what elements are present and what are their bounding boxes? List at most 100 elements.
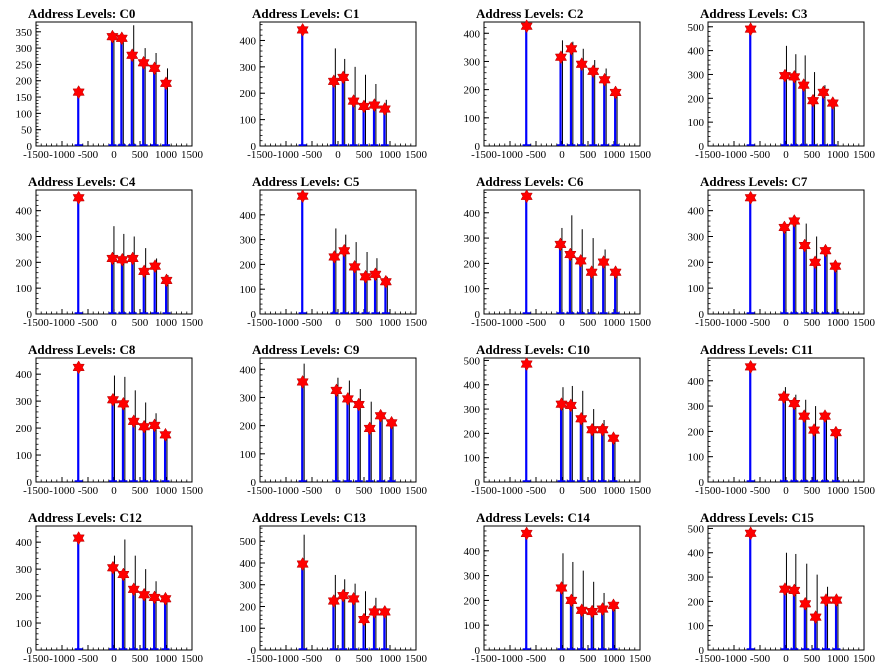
y-tick-label: 300 <box>688 232 705 244</box>
y-tick-label: 100 <box>16 450 33 462</box>
histogram-bar <box>823 416 826 482</box>
star-marker <box>554 237 567 252</box>
histogram-bar <box>614 272 617 314</box>
x-tick-label: -500 <box>302 149 323 161</box>
histogram-bar <box>383 109 386 146</box>
star-marker <box>368 98 381 113</box>
x-tick-label: -1000 <box>273 149 299 161</box>
y-tick-label: 100 <box>16 283 33 295</box>
histogram-bar <box>120 259 124 314</box>
histogram-bar <box>783 75 786 146</box>
star-marker <box>337 70 350 85</box>
plot-frame <box>259 189 417 315</box>
star-marker <box>72 360 85 375</box>
chart-panel: Address Levels: C14 0 100 200 300 400 -1500 -10… <box>448 504 672 672</box>
chart-canvas: 0 100 200 300 400 -1500 -1000 -500 0 500 1000 1500 <box>688 357 876 497</box>
histogram-bar <box>334 390 338 482</box>
x-tick-label: 500 <box>804 317 821 329</box>
y-tick-label: 200 <box>16 76 33 88</box>
y-tick-label: 400 <box>240 364 257 376</box>
star-marker <box>564 398 577 413</box>
histogram-bar <box>783 589 786 650</box>
star-marker <box>296 22 309 37</box>
histogram-bar <box>163 434 167 482</box>
star-marker <box>127 414 140 429</box>
y-tick-label: 0 <box>251 645 257 657</box>
y-tick-label: 400 <box>688 548 705 560</box>
star-marker <box>379 274 392 289</box>
y-tick-label: 0 <box>475 477 481 489</box>
x-tick-label: -1000 <box>273 317 299 329</box>
star-marker <box>148 418 161 433</box>
x-tick-label: 1000 <box>379 317 402 329</box>
y-tick-label: 400 <box>464 380 481 392</box>
y-tick-label: 0 <box>699 309 705 321</box>
histogram-bar <box>814 617 817 650</box>
star-marker <box>72 190 85 205</box>
histogram-bar <box>364 276 367 314</box>
star-marker <box>374 408 387 423</box>
histogram-bar <box>301 29 304 146</box>
star-marker <box>596 602 609 617</box>
x-tick-label: -1000 <box>273 485 299 497</box>
histogram-bar <box>579 260 582 314</box>
histogram-bar <box>153 266 156 314</box>
histogram-bar <box>831 103 834 146</box>
star-marker <box>368 604 381 619</box>
y-tick-label: 500 <box>464 355 481 367</box>
chart-canvas: 0 100 200 300 400 500 -1500 -1000 -500 0 500 1000 15… <box>688 523 876 665</box>
y-tick-label: 200 <box>464 258 481 270</box>
star-marker <box>296 374 309 389</box>
x-tick-label: 500 <box>356 149 373 161</box>
histogram-bar <box>132 421 135 482</box>
histogram-bar <box>803 245 806 314</box>
star-marker <box>296 557 309 572</box>
star-marker <box>809 610 822 625</box>
x-tick-label: 500 <box>580 485 597 497</box>
y-tick-label: 500 <box>688 523 705 535</box>
histogram-bar <box>525 364 528 482</box>
x-tick-label: 1000 <box>603 485 626 497</box>
histogram-bar <box>142 594 145 650</box>
histogram-bar <box>372 611 376 650</box>
chart-title: Address Levels: C14 <box>476 510 590 525</box>
y-tick-label: 200 <box>464 85 481 97</box>
star-marker <box>564 247 577 262</box>
x-tick-label: 1500 <box>629 317 652 329</box>
chart-canvas: 0 100 200 300 400 -1500 -1000 -500 0 500 1000 1500 <box>464 189 652 329</box>
y-tick-label: 200 <box>240 601 257 613</box>
star-marker <box>296 189 309 204</box>
histogram-bar <box>332 81 335 146</box>
star-marker <box>597 255 610 270</box>
histogram-bar <box>782 397 785 482</box>
histogram-bar <box>357 404 360 482</box>
x-tick-label: 0 <box>559 653 565 665</box>
star-marker <box>337 588 350 603</box>
star-marker <box>797 78 810 93</box>
x-tick-label: -1500 <box>695 485 721 497</box>
x-tick-label: 1000 <box>603 653 626 665</box>
x-tick-label: -1500 <box>695 653 721 665</box>
star-marker <box>830 593 843 608</box>
chart-panel: Address Levels: C12 0 100 200 300 400 -1500 -10… <box>0 504 224 672</box>
x-tick-label: -1000 <box>497 653 523 665</box>
y-tick-label: 0 <box>27 645 33 657</box>
star-marker <box>159 76 173 91</box>
x-tick-label: -1000 <box>497 149 523 161</box>
y-tick-label: 0 <box>27 477 33 489</box>
x-tick-label: -1500 <box>471 653 497 665</box>
histogram-bar <box>384 281 387 314</box>
histogram-bar <box>559 57 562 146</box>
y-tick-label: 500 <box>688 22 705 34</box>
histogram-bar <box>368 428 371 482</box>
star-marker <box>744 526 757 541</box>
x-tick-label: 1000 <box>827 149 850 161</box>
star-marker <box>115 31 128 46</box>
histogram-bar <box>824 600 827 650</box>
x-tick-label: 1500 <box>405 485 428 497</box>
x-tick-label: -500 <box>78 653 99 665</box>
y-tick-label: 0 <box>699 645 705 657</box>
histogram-bar <box>559 588 563 650</box>
chart-title: Address Levels: C12 <box>28 510 142 525</box>
x-tick-label: 1500 <box>405 653 428 665</box>
